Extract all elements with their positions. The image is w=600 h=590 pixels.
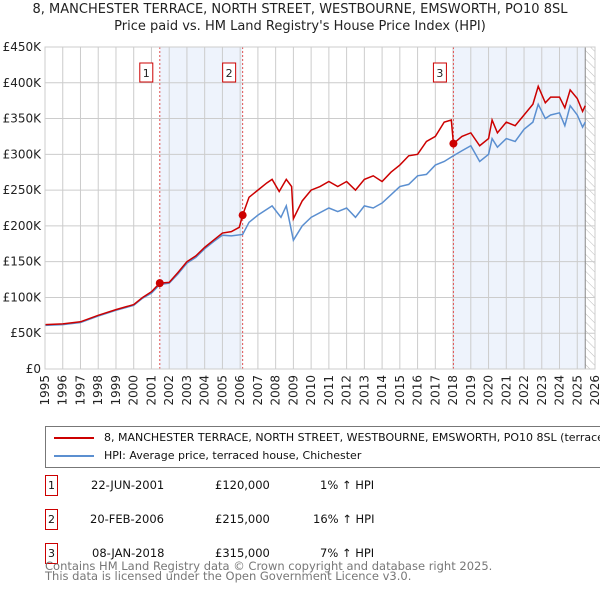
sale-price: £315,000 [215,546,270,560]
x-tick-label: 2004 [198,375,212,406]
legend-label-hpi: HPI: Average price, terraced house, Chic… [104,449,362,462]
y-tick-label: £200K [3,219,43,233]
x-tick-label: 2021 [499,375,513,406]
hpi-line [44,102,586,327]
x-tick-label: 2009 [286,375,300,406]
chart-subtitle: Price paid vs. HM Land Registry's House … [114,19,486,34]
sale-marker-number: 3 [436,67,443,80]
footer-copyright: Contains HM Land Registry data © Crown c… [45,559,493,573]
sale-hpi: 7% ↑ HPI [320,546,375,560]
x-tick-label: 2005 [215,375,229,406]
y-tick-label: £250K [3,183,43,197]
sale-point [449,139,458,148]
y-tick-label: £50K [10,326,42,340]
x-tick-label: 2026 [588,375,600,406]
x-tick-label: 1996 [56,375,70,406]
x-tick-label: 2012 [340,375,354,406]
sale-point [238,211,247,220]
sale-marker-box [139,62,154,83]
sale-date: 22-JUN-2001 [91,478,165,492]
x-tick-label: 2019 [464,375,478,406]
sale-marker-box [432,62,447,83]
x-tick-label: 1997 [73,375,87,406]
sale-hpi: 16% ↑ HPI [313,512,375,526]
x-tick-label: 2014 [375,375,389,406]
ownership-period-shading [159,47,243,369]
x-tick-label: 2018 [446,375,460,406]
sale-price: £120,000 [215,478,270,492]
x-tick-label: 2003 [180,375,194,406]
sale-marker-label: 2 [45,509,58,530]
x-tick-label: 2025 [570,375,584,406]
x-tick-label: 2017 [428,375,442,406]
x-tick-label: 2011 [322,375,336,406]
y-tick-label: £150K [3,255,43,269]
ownership-period-shading [453,47,586,369]
x-tick-label: 2007 [251,375,265,406]
legend-swatch-hpi [54,454,94,457]
y-tick-label: £400K [3,76,43,90]
sale-point [155,279,164,288]
x-tick-label: 2022 [517,375,531,406]
y-tick-label: £300K [3,147,43,161]
x-tick-label: 2008 [269,375,283,406]
footer: Contains HM Land Registry data © Crown c… [45,559,493,583]
sale-price: £215,000 [215,512,270,526]
x-tick-label: 2001 [144,375,158,406]
y-tick-label: £450K [3,40,43,54]
plot-area: 1995 1996 1997 1998 1999 2000 2001 2002 2003 2004… [3,40,600,406]
legend: 8, MANCHESTER TERRACE, NORTH STREET, WES… [45,426,600,468]
plot-border [44,46,596,370]
chart-title: 8, MANCHESTER TERRACE, NORTH STREET, WES… [32,2,568,17]
x-tick-label: 2016 [411,375,425,406]
x-tick-label: 2023 [535,375,549,406]
sale-marker-number: 2 [226,67,233,80]
sale-marker-label: 1 [45,475,58,496]
sale-marker-label: 3 [45,543,58,564]
x-tick-label: 2013 [357,375,371,406]
footer-licence: This data is licensed under the Open Gov… [45,569,412,583]
sale-date: 20-FEB-2006 [90,512,164,526]
y-tick-label: £350K [3,112,43,126]
x-tick-label: 2015 [393,375,407,406]
sale-hpi: 1% ↑ HPI [320,478,375,492]
x-tick-label: 2020 [482,375,496,406]
x-tick-label: 2006 [233,375,247,406]
x-tick-label: 2010 [304,375,318,406]
legend-swatch-property [54,436,94,439]
x-tick-label: 1999 [109,375,123,406]
forecast-hatch [585,47,595,369]
y-tick-label: £100K [3,290,43,304]
sale-marker-box [222,62,237,83]
x-tick-label: 2000 [127,375,141,406]
x-tick-label: 1995 [38,375,52,406]
x-tick-label: 2002 [162,375,176,406]
sale-marker-number: 1 [143,67,150,80]
property-price-line [44,84,586,326]
y-tick-label: £0 [26,362,41,376]
x-tick-label: 2024 [553,375,567,406]
legend-label-property: 8, MANCHESTER TERRACE, NORTH STREET, WES… [104,431,600,444]
x-tick-label: 1998 [91,375,105,406]
sale-date: 08-JAN-2018 [92,546,165,560]
